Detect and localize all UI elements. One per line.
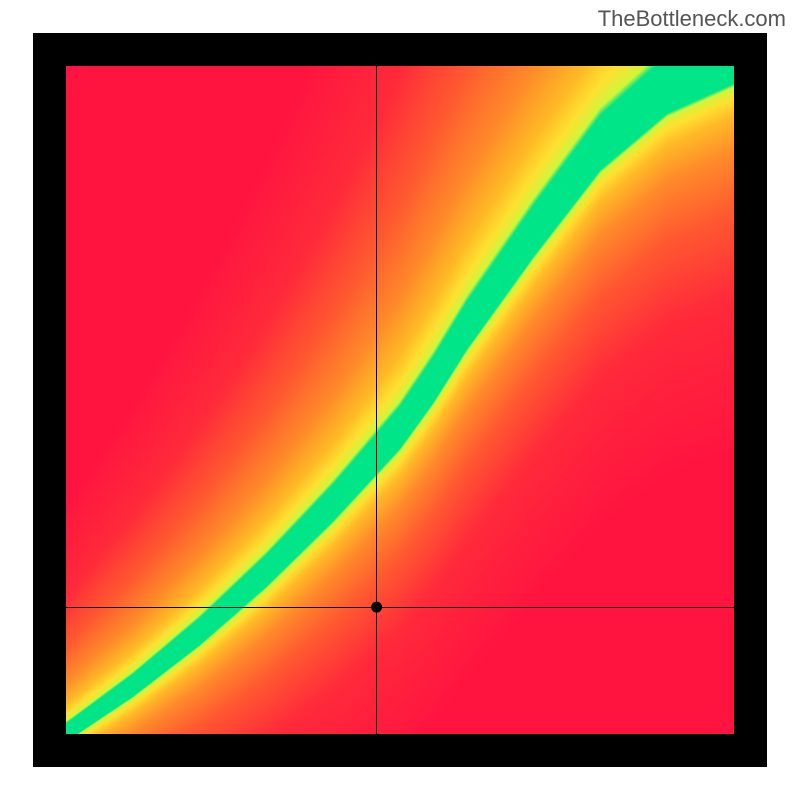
plot-border	[33, 33, 767, 767]
watermark-text: TheBottleneck.com	[598, 6, 786, 32]
crosshair-vertical	[376, 66, 377, 734]
crosshair-horizontal	[66, 607, 734, 608]
